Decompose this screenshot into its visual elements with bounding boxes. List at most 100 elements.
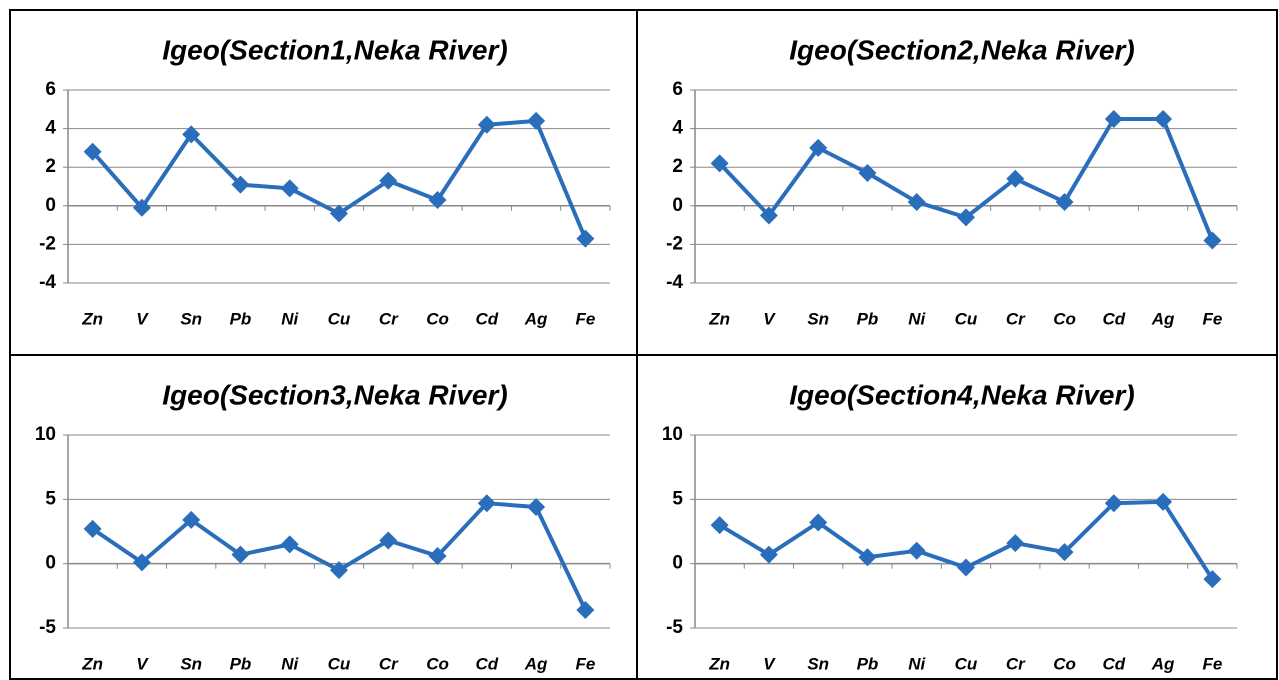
- data-line: [91, 501, 588, 611]
- y-tick-label: 6: [45, 79, 56, 100]
- marker: [132, 198, 151, 217]
- marker: [759, 545, 778, 564]
- marker: [576, 600, 595, 619]
- x-tick-label: Ag: [524, 309, 548, 328]
- x-tick-label: Fe: [575, 654, 595, 673]
- marker: [710, 516, 729, 535]
- x-tick-label: Ag: [1151, 654, 1175, 673]
- y-tick-label: 5: [672, 488, 683, 509]
- x-tick-label: Cr: [1006, 654, 1026, 673]
- marker: [710, 154, 729, 173]
- y-tick-label: 0: [672, 195, 683, 216]
- x-tick-label: V: [136, 309, 149, 328]
- chart-title: Igeo(Section1,Neka River): [162, 34, 507, 65]
- y-tick-label: 5: [45, 488, 56, 509]
- y-tick-label: -2: [666, 233, 683, 254]
- x-tick-label: Co: [1053, 654, 1076, 673]
- x-tick-label: Fe: [1202, 309, 1222, 328]
- marker: [1203, 231, 1222, 250]
- marker: [182, 125, 201, 144]
- x-tick-label: Fe: [1202, 654, 1222, 673]
- x-tick-label: Cd: [1102, 309, 1125, 328]
- marker: [1006, 169, 1025, 188]
- marker: [83, 142, 102, 161]
- marker: [280, 535, 299, 554]
- marker: [280, 179, 299, 198]
- y-tick-label: 2: [672, 156, 683, 177]
- y-tick-label: 4: [672, 118, 683, 139]
- x-tick-label: Cr: [1006, 309, 1026, 328]
- x-tick-label: Ni: [281, 654, 299, 673]
- x-tick-label: V: [136, 654, 149, 673]
- marker: [907, 541, 926, 560]
- x-tick-label: Pb: [857, 654, 879, 673]
- x-tick-label: Sn: [180, 654, 202, 673]
- marker: [182, 510, 201, 529]
- marker: [527, 111, 546, 130]
- x-tick-label: Ni: [908, 309, 926, 328]
- x-tick-label: V: [763, 654, 776, 673]
- x-tick-label: Zn: [708, 309, 730, 328]
- y-tick-label: 2: [45, 156, 56, 177]
- x-tick-label: Pb: [230, 309, 252, 328]
- y-tick-label: -2: [39, 233, 56, 254]
- marker: [809, 513, 828, 532]
- x-tick-label: Pb: [857, 309, 879, 328]
- x-tick-label: V: [763, 309, 776, 328]
- marker: [83, 519, 102, 538]
- marker: [132, 553, 151, 572]
- chart-title: Igeo(Section3,Neka River): [162, 379, 507, 410]
- frame: [9, 9, 1278, 680]
- y-tick-label: -5: [39, 617, 56, 638]
- y-tick-label: 10: [662, 424, 683, 445]
- y-tick-label: 0: [672, 553, 683, 574]
- marker: [428, 191, 447, 210]
- marker: [330, 561, 348, 580]
- x-tick-label: Co: [1053, 309, 1076, 328]
- y-tick-label: -5: [666, 617, 683, 638]
- marker: [1104, 494, 1123, 513]
- x-tick-label: Cr: [379, 654, 399, 673]
- marker: [379, 531, 398, 550]
- marker: [1203, 570, 1222, 589]
- y-tick-label: 0: [45, 195, 56, 216]
- y-tick-label: 0: [45, 553, 56, 574]
- x-tick-label: Cr: [379, 309, 399, 328]
- marker: [1006, 534, 1025, 553]
- marker: [231, 545, 250, 564]
- x-tick-label: Cu: [328, 309, 351, 328]
- marker: [477, 115, 496, 134]
- marker: [576, 229, 595, 248]
- x-tick-label: Sn: [807, 309, 829, 328]
- marker: [527, 498, 546, 517]
- marker: [330, 204, 348, 223]
- marker: [809, 138, 828, 157]
- marker: [858, 548, 877, 567]
- y-tick-label: -4: [39, 272, 56, 293]
- marker: [379, 171, 398, 190]
- x-tick-label: Ni: [908, 654, 926, 673]
- x-tick-label: Cu: [955, 309, 978, 328]
- marker: [1104, 109, 1123, 128]
- chart-title: Igeo(Section2,Neka River): [789, 34, 1134, 65]
- x-tick-label: Sn: [180, 309, 202, 328]
- chart-title: Igeo(Section4,Neka River): [789, 379, 1134, 410]
- marker: [957, 558, 975, 577]
- y-tick-label: 10: [35, 424, 56, 445]
- marker: [858, 163, 877, 182]
- y-tick-label: -4: [666, 272, 683, 293]
- x-tick-label: Cd: [475, 654, 498, 673]
- x-tick-label: Zn: [81, 309, 103, 328]
- marker: [1055, 543, 1074, 562]
- x-tick-label: Sn: [807, 654, 829, 673]
- marker: [907, 192, 926, 211]
- x-tick-label: Ag: [524, 654, 548, 673]
- marker: [231, 175, 250, 194]
- x-tick-label: Cu: [955, 654, 978, 673]
- x-tick-label: Cd: [1102, 654, 1125, 673]
- x-tick-label: Zn: [708, 654, 730, 673]
- y-tick-label: 4: [45, 118, 56, 139]
- x-tick-label: Cd: [475, 309, 498, 328]
- marker: [957, 208, 975, 227]
